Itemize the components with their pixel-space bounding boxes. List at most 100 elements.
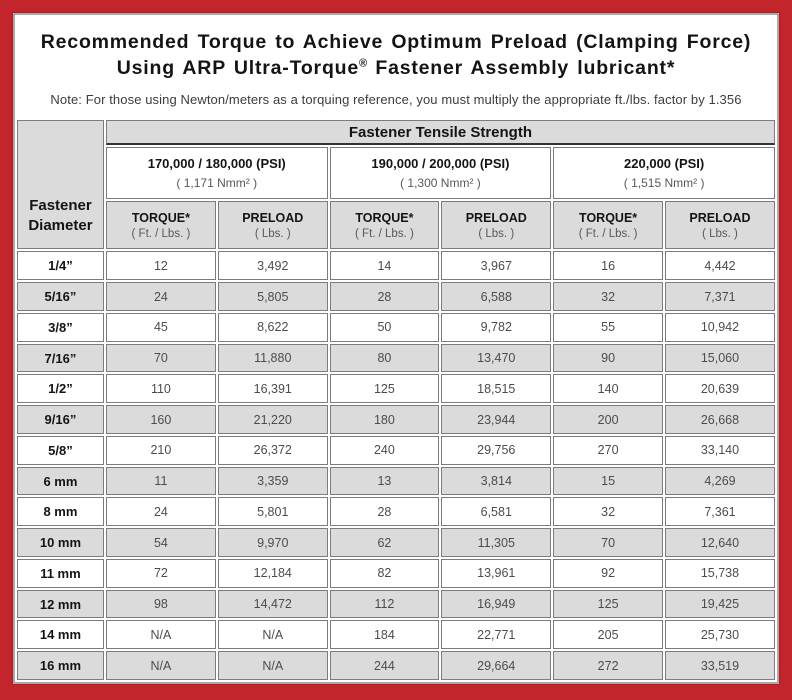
preload-value-cell: 11,305 <box>441 528 552 557</box>
torque-value-cell: 210 <box>105 435 216 465</box>
preload-value-cell: 23,944 <box>441 405 552 434</box>
preload-value-cell: 7,371 <box>664 282 775 311</box>
preload-value-cell: 26,372 <box>217 435 328 465</box>
preload-value-cell: 10,942 <box>664 312 775 342</box>
torque-value-cell: 98 <box>105 589 216 619</box>
preload-value-cell: 5,801 <box>217 497 328 527</box>
torque-value-cell: 125 <box>553 589 663 619</box>
torque-value-cell: 270 <box>553 435 663 465</box>
fastener-diameter-cell: 12 mm <box>17 589 104 619</box>
torque-preload-header-row: TORQUE* ( Ft. / Lbs. ) PRELOAD ( Lbs. ) … <box>17 201 775 250</box>
table-row: 7/16” 70 11,880 80 13,470 90 15,060 <box>17 343 775 373</box>
torque-value-cell: 28 <box>329 282 440 311</box>
preload-value-cell: 26,668 <box>664 405 775 434</box>
title-line-2-text: Using ARP Ultra-Torque <box>116 56 360 79</box>
preload-value-cell: 29,664 <box>441 651 552 680</box>
torque-value-cell: 12 <box>105 251 216 281</box>
torque-value-cell: 200 <box>553 405 663 434</box>
torque-value-cell: 32 <box>553 497 663 527</box>
torque-value-cell: 184 <box>329 620 440 650</box>
preload-value-cell: 29,756 <box>441 435 552 465</box>
torque-spec-table: Fastener Diameter Fastener Tensile Stren… <box>15 118 777 682</box>
preload-value-cell: 7,361 <box>664 497 775 527</box>
preload-value-cell: 12,640 <box>664 528 775 557</box>
table-row: 16 mm N/A N/A 244 29,664 272 33,519 <box>17 651 775 680</box>
preload-value-cell: 20,639 <box>664 374 775 404</box>
title-block: Recommended Torque to Achieve Optimum Pr… <box>15 15 777 107</box>
torque-value-cell: 55 <box>553 312 663 342</box>
preload-value-cell: 3,967 <box>441 251 552 281</box>
psi-group-header-220: 220,000 (PSI) ( 1,515 Nmm² ) <box>553 147 775 200</box>
page-title: Recommended Torque to Achieve Optimum Pr… <box>27 30 765 81</box>
preload-value-cell: 6,581 <box>441 497 552 527</box>
fastener-diameter-cell: 16 mm <box>17 651 104 680</box>
torque-value-cell: 50 <box>329 312 440 342</box>
fastener-diameter-cell: 11 mm <box>17 558 104 588</box>
torque-value-cell: 13 <box>329 466 440 496</box>
preload-units: ( Lbs. ) <box>478 227 515 240</box>
table-row: 1/4” 12 3,492 14 3,967 16 4,442 <box>17 251 775 281</box>
psi-group-header-190-200: 190,000 / 200,000 (PSI) ( 1,300 Nmm² ) <box>329 147 552 200</box>
table-container: Fastener Diameter Fastener Tensile Stren… <box>15 118 777 682</box>
preload-value-cell: 6,588 <box>441 282 552 311</box>
torque-value-cell: 54 <box>105 528 216 557</box>
title-line-2: Using ARP Ultra-Torque® Fastener Assembl… <box>27 56 765 82</box>
psi-group-header-170-180: 170,000 / 180,000 (PSI) ( 1,171 Nmm² ) <box>105 147 328 200</box>
torque-value-cell: 24 <box>105 497 216 527</box>
torque-label: TORQUE* <box>355 210 414 225</box>
preload-value-cell: 19,425 <box>664 589 775 619</box>
torque-value-cell: 244 <box>329 651 440 680</box>
preload-units: ( Lbs. ) <box>254 227 291 240</box>
torque-value-cell: 11 <box>105 466 216 496</box>
torque-value-cell: 240 <box>329 435 440 465</box>
preload-value-cell: 11,880 <box>217 343 328 373</box>
table-row: 12 mm 98 14,472 112 16,949 125 19,425 <box>17 589 775 619</box>
torque-value-cell: 45 <box>105 312 216 342</box>
torque-value-cell: 70 <box>553 528 663 557</box>
torque-label: TORQUE* <box>131 210 190 225</box>
torque-value-cell: 160 <box>105 405 216 434</box>
preload-label: PRELOAD <box>689 210 751 225</box>
psi-group-header-row: 170,000 / 180,000 (PSI) ( 1,171 Nmm² ) 1… <box>17 147 775 200</box>
preload-label: PRELOAD <box>242 210 304 225</box>
registered-trademark-symbol: ® <box>359 57 368 70</box>
fastener-diameter-cell: 6 mm <box>17 466 104 496</box>
torque-value-cell: 205 <box>553 620 663 650</box>
torque-column-header-3: TORQUE* ( Ft. / Lbs. ) <box>553 201 663 250</box>
preload-value-cell: 5,805 <box>217 282 328 311</box>
torque-value-cell: 272 <box>553 651 663 680</box>
fastener-diameter-cell: 8 mm <box>17 497 104 527</box>
table-row: 5/8” 210 26,372 240 29,756 270 33,140 <box>17 435 775 465</box>
preload-value-cell: 21,220 <box>217 405 328 434</box>
preload-value-cell: 22,771 <box>441 620 552 650</box>
psi-value: 190,000 / 200,000 (PSI) <box>371 156 510 172</box>
preload-value-cell: 9,970 <box>217 528 328 557</box>
preload-value-cell: 12,184 <box>217 558 328 588</box>
table-body: 1/4” 12 3,492 14 3,967 16 4,442 5/16” 24 5,805 28 6… <box>17 251 775 680</box>
torque-value-cell: 16 <box>553 251 663 281</box>
fastener-diameter-cell: 10 mm <box>17 528 104 557</box>
preload-value-cell: 15,738 <box>664 558 775 588</box>
preload-value-cell: 18,515 <box>441 374 552 404</box>
nmm-value: ( 1,515 Nmm² ) <box>623 176 705 191</box>
content-panel: Recommended Torque to Achieve Optimum Pr… <box>13 13 779 684</box>
title-line-1: Recommended Torque to Achieve Optimum Pr… <box>40 31 752 53</box>
torque-value-cell: 70 <box>105 343 216 373</box>
preload-label: PRELOAD <box>465 210 527 225</box>
torque-value-cell: 112 <box>329 589 440 619</box>
preload-value-cell: 4,269 <box>664 466 775 496</box>
torque-value-cell: 28 <box>329 497 440 527</box>
fastener-diameter-cell: 1/2” <box>17 374 104 404</box>
preload-value-cell: 33,519 <box>664 651 775 680</box>
torque-units: ( Ft. / Lbs. ) <box>578 227 638 240</box>
torque-column-header-1: TORQUE* ( Ft. / Lbs. ) <box>105 201 216 250</box>
preload-value-cell: 15,060 <box>664 343 775 373</box>
fastener-diameter-cell: 1/4” <box>17 251 104 281</box>
preload-column-header-3: PRELOAD ( Lbs. ) <box>664 201 775 250</box>
torque-units: ( Ft. / Lbs. ) <box>131 227 191 240</box>
torque-value-cell: 90 <box>553 343 663 373</box>
preload-value-cell: 25,730 <box>664 620 775 650</box>
preload-value-cell: 3,492 <box>217 251 328 281</box>
torque-value-cell: N/A <box>105 620 216 650</box>
